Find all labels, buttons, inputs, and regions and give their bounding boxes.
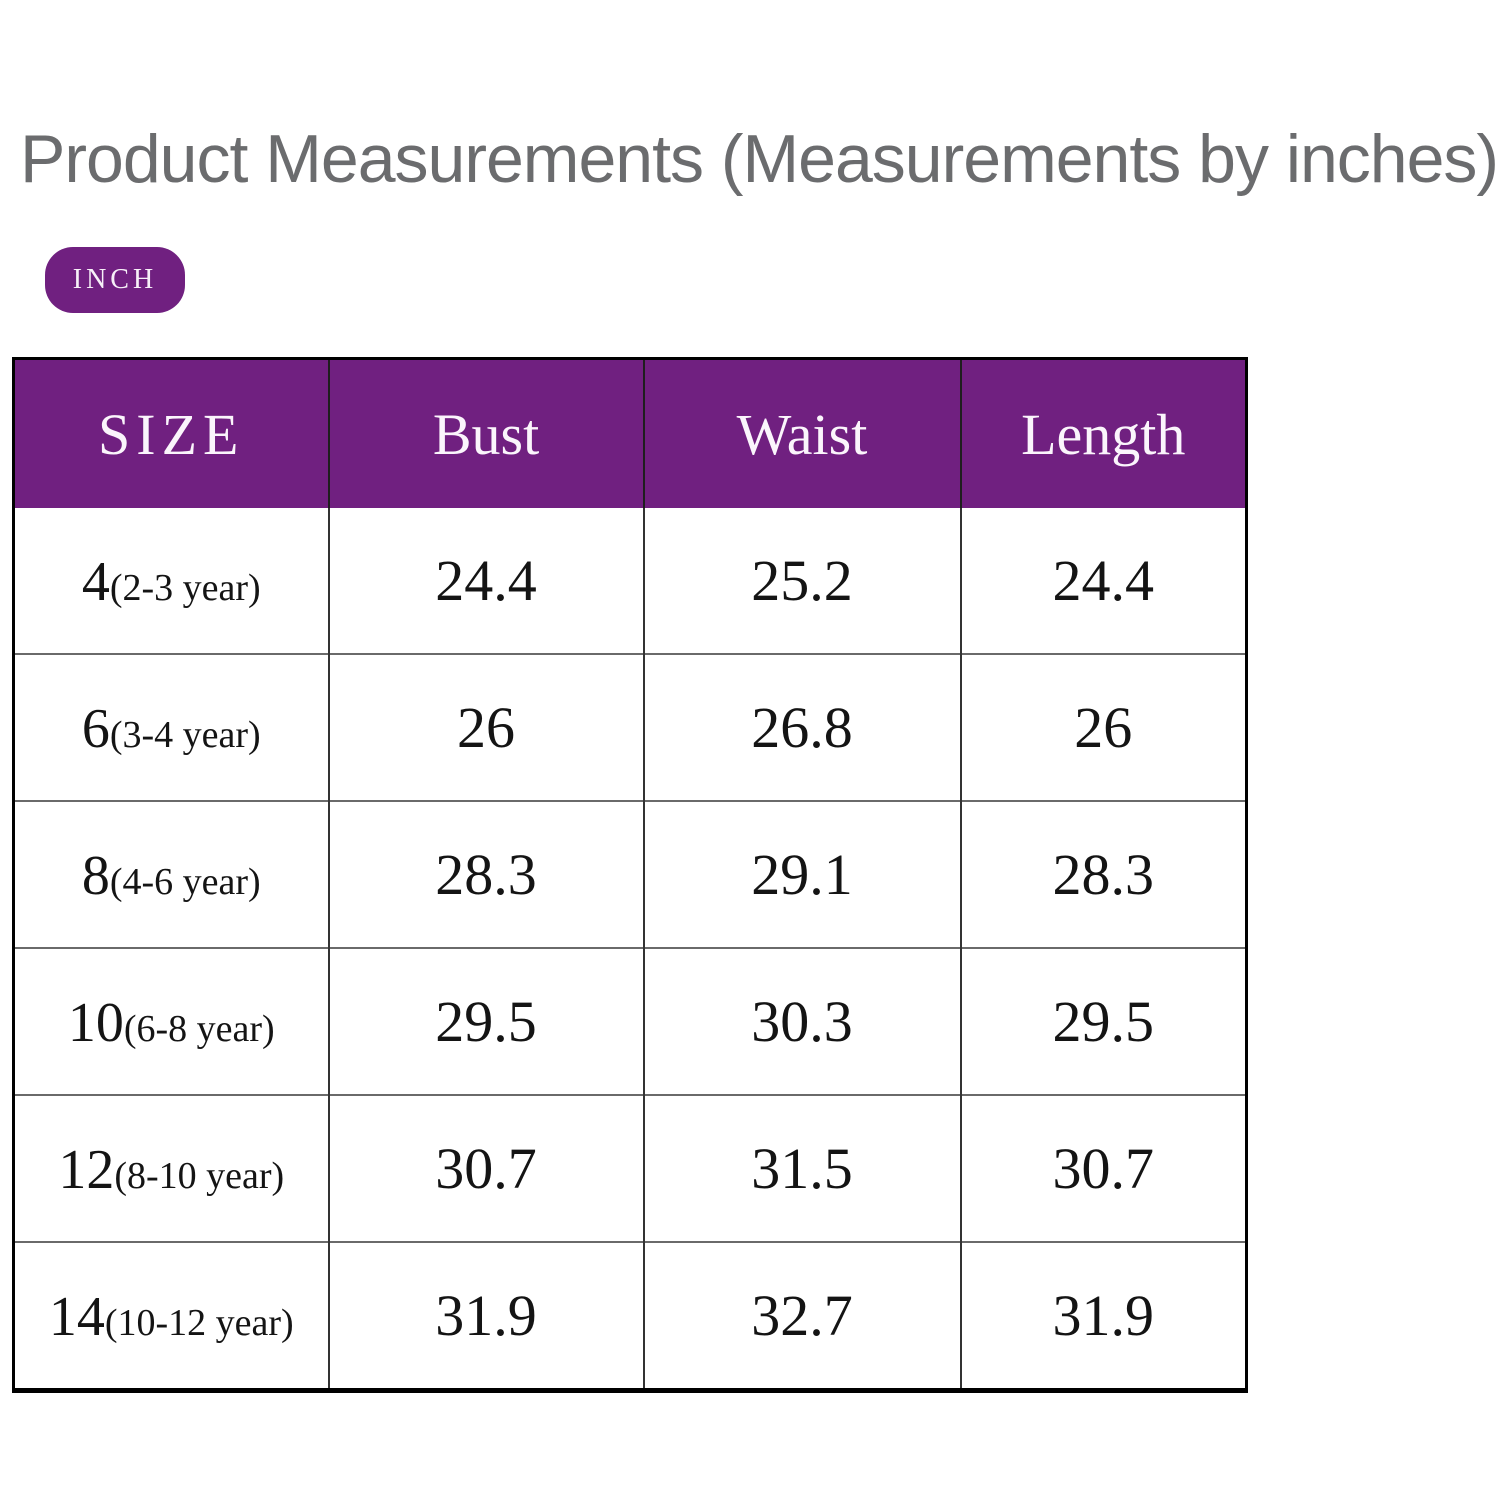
header-row: SIZE Bust Waist Length bbox=[13, 358, 1247, 508]
age-range: (8-10 year) bbox=[114, 1155, 285, 1197]
inch-badge[interactable]: INCH bbox=[45, 247, 185, 313]
length-value: 30.7 bbox=[959, 1095, 1247, 1242]
inch-badge-label: INCH bbox=[72, 264, 158, 295]
waist-value: 30.3 bbox=[642, 948, 961, 1095]
page-title: Product Measurements (Measurements by in… bbox=[20, 121, 1499, 197]
age-range: (4-6 year) bbox=[109, 861, 261, 903]
bust-value: 26 bbox=[327, 654, 644, 801]
length-value: 31.9 bbox=[959, 1242, 1247, 1391]
size-number: 10 bbox=[67, 992, 124, 1054]
table-body: 4(2-3 year) 24.4 25.2 24.4 6(3-4 year) 2… bbox=[13, 508, 1247, 1391]
bust-value: 24.4 bbox=[327, 508, 644, 654]
age-range: (2-3 year) bbox=[109, 567, 261, 609]
age-range: (10-12 year) bbox=[104, 1302, 294, 1344]
size-cell: 4(2-3 year) bbox=[13, 508, 329, 654]
bust-value: 30.7 bbox=[327, 1095, 644, 1242]
waist-value: 26.8 bbox=[642, 654, 961, 801]
length-value: 24.4 bbox=[959, 508, 1247, 654]
header-bust: Bust bbox=[327, 358, 644, 508]
bust-value: 29.5 bbox=[327, 948, 644, 1095]
size-cell: 8(4-6 year) bbox=[13, 801, 329, 948]
size-cell: 14(10-12 year) bbox=[13, 1242, 329, 1391]
age-range: (3-4 year) bbox=[109, 714, 261, 756]
header-size: SIZE bbox=[13, 358, 329, 508]
length-value: 26 bbox=[959, 654, 1247, 801]
table-row: 10(6-8 year) 29.5 30.3 29.5 bbox=[13, 948, 1247, 1095]
bust-value: 31.9 bbox=[327, 1242, 644, 1391]
header-waist: Waist bbox=[642, 358, 961, 508]
size-number: 4 bbox=[81, 551, 110, 613]
size-chart-table: SIZE Bust Waist Length 4(2-3 year) 24.4 … bbox=[12, 357, 1248, 1393]
size-number: 12 bbox=[58, 1139, 115, 1201]
size-number: 14 bbox=[48, 1286, 105, 1348]
size-cell: 10(6-8 year) bbox=[13, 948, 329, 1095]
waist-value: 32.7 bbox=[642, 1242, 961, 1391]
size-number: 8 bbox=[81, 845, 110, 907]
table-row: 12(8-10 year) 30.7 31.5 30.7 bbox=[13, 1095, 1247, 1242]
waist-value: 25.2 bbox=[642, 508, 961, 654]
size-cell: 12(8-10 year) bbox=[13, 1095, 329, 1242]
length-value: 28.3 bbox=[959, 801, 1247, 948]
table-row: 6(3-4 year) 26 26.8 26 bbox=[13, 654, 1247, 801]
size-number: 6 bbox=[81, 698, 110, 760]
age-range: (6-8 year) bbox=[123, 1008, 275, 1050]
table-row: 4(2-3 year) 24.4 25.2 24.4 bbox=[13, 508, 1247, 654]
waist-value: 31.5 bbox=[642, 1095, 961, 1242]
table-row: 8(4-6 year) 28.3 29.1 28.3 bbox=[13, 801, 1247, 948]
table-header: SIZE Bust Waist Length bbox=[13, 358, 1247, 508]
length-value: 29.5 bbox=[959, 948, 1247, 1095]
size-cell: 6(3-4 year) bbox=[13, 654, 329, 801]
table-row: 14(10-12 year) 31.9 32.7 31.9 bbox=[13, 1242, 1247, 1391]
bust-value: 28.3 bbox=[327, 801, 644, 948]
header-length: Length bbox=[959, 358, 1247, 508]
waist-value: 29.1 bbox=[642, 801, 961, 948]
